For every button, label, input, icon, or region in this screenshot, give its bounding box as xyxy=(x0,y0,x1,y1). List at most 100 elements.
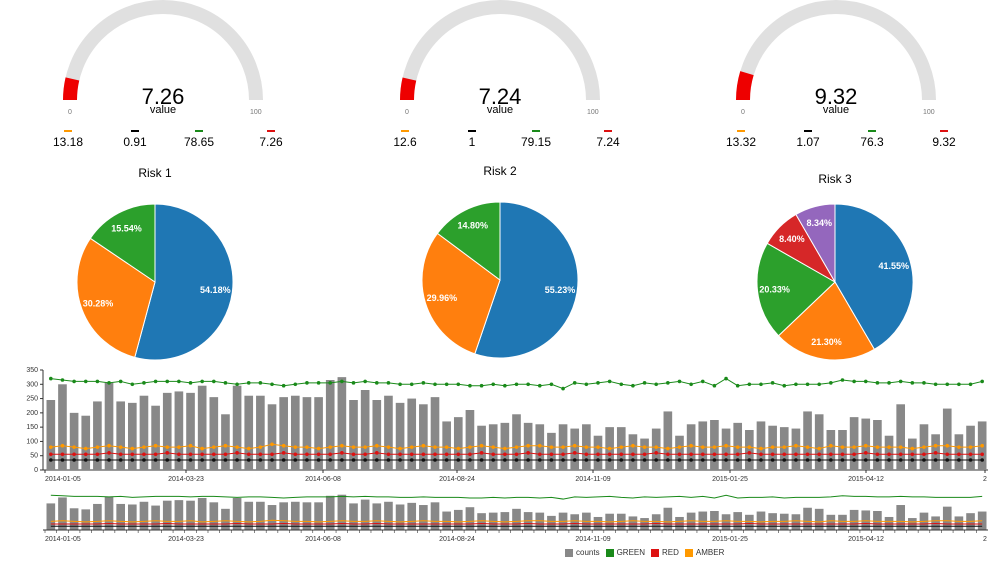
series-point[interactable] xyxy=(270,452,274,457)
series-point[interactable] xyxy=(130,382,135,387)
series-point[interactable] xyxy=(305,445,309,449)
series-point[interactable] xyxy=(840,445,845,449)
series-point[interactable] xyxy=(491,382,496,387)
series-point[interactable] xyxy=(619,458,624,462)
series-point[interactable] xyxy=(503,383,507,388)
series-point[interactable] xyxy=(374,458,379,462)
series-point[interactable] xyxy=(49,458,53,462)
series-point[interactable] xyxy=(642,452,647,457)
series-point[interactable] xyxy=(537,458,542,462)
series-point[interactable] xyxy=(875,452,880,457)
series-point[interactable] xyxy=(316,381,321,385)
series-point[interactable] xyxy=(468,452,472,457)
series-point[interactable] xyxy=(153,443,158,448)
series-point[interactable] xyxy=(840,452,845,457)
legend-item-amber[interactable]: AMBER xyxy=(684,548,724,557)
series-point[interactable] xyxy=(491,452,496,457)
series-point[interactable] xyxy=(223,458,228,462)
series-point[interactable] xyxy=(456,446,461,451)
series-point[interactable] xyxy=(840,378,845,382)
bar[interactable] xyxy=(221,414,230,470)
series-point[interactable] xyxy=(689,382,693,387)
series-point[interactable] xyxy=(270,382,274,387)
series-point[interactable] xyxy=(503,446,507,451)
series-point[interactable] xyxy=(270,442,274,447)
bar[interactable] xyxy=(803,411,812,470)
series-point[interactable] xyxy=(328,445,333,449)
series-point[interactable] xyxy=(654,382,659,387)
series-point[interactable] xyxy=(817,382,821,387)
bar[interactable] xyxy=(430,397,440,470)
series-point[interactable] xyxy=(386,381,391,385)
series-point[interactable] xyxy=(968,382,973,387)
series-point[interactable] xyxy=(49,376,53,381)
pie-slice[interactable] xyxy=(421,232,501,355)
series-point[interactable] xyxy=(177,445,181,449)
series-point[interactable] xyxy=(212,379,216,384)
series-point[interactable] xyxy=(503,452,507,457)
series-point[interactable] xyxy=(374,443,379,448)
series-point[interactable] xyxy=(642,445,647,449)
series-point[interactable] xyxy=(770,458,775,462)
series-point[interactable] xyxy=(805,382,810,387)
series-point[interactable] xyxy=(340,443,344,448)
series-point[interactable] xyxy=(840,458,845,462)
series-point[interactable] xyxy=(829,458,833,462)
series-point[interactable] xyxy=(433,382,437,387)
series-point[interactable] xyxy=(805,445,810,449)
series-point[interactable] xyxy=(537,383,542,388)
bar[interactable] xyxy=(791,428,801,470)
bar[interactable] xyxy=(477,425,486,470)
series-point[interactable] xyxy=(165,451,170,455)
series-point[interactable] xyxy=(922,381,926,385)
series-point[interactable] xyxy=(328,452,333,457)
series-point[interactable] xyxy=(293,445,298,449)
series-point[interactable] xyxy=(142,452,146,457)
series-point[interactable] xyxy=(759,382,763,387)
bar[interactable] xyxy=(197,385,207,470)
series-point[interactable] xyxy=(479,443,484,448)
bar[interactable] xyxy=(174,391,184,470)
series-point[interactable] xyxy=(619,452,624,457)
series-point[interactable] xyxy=(235,382,239,387)
bar[interactable] xyxy=(826,430,836,470)
series-point[interactable] xyxy=(316,452,321,457)
series-point[interactable] xyxy=(491,445,496,449)
pie-slice[interactable] xyxy=(795,203,836,284)
series-point[interactable] xyxy=(712,458,717,462)
series-point[interactable] xyxy=(572,458,577,462)
series-point[interactable] xyxy=(374,451,379,455)
series-point[interactable] xyxy=(107,381,111,385)
series-point[interactable] xyxy=(887,452,891,457)
series-point[interactable] xyxy=(805,452,810,457)
series-point[interactable] xyxy=(782,452,787,457)
bar[interactable] xyxy=(849,417,859,470)
series-point[interactable] xyxy=(596,445,600,449)
bar[interactable] xyxy=(651,428,661,470)
series-point[interactable] xyxy=(584,458,589,462)
bar[interactable] xyxy=(69,412,79,470)
bar[interactable] xyxy=(46,400,56,470)
bar[interactable] xyxy=(570,428,580,470)
bar[interactable] xyxy=(407,398,417,470)
series-point[interactable] xyxy=(107,443,111,448)
series-point[interactable] xyxy=(584,445,589,449)
series-point[interactable] xyxy=(223,381,228,385)
pie-slice[interactable] xyxy=(756,242,836,337)
series-point[interactable] xyxy=(700,458,705,462)
series-point[interactable] xyxy=(887,458,891,462)
series-point[interactable] xyxy=(468,458,472,462)
series-point[interactable] xyxy=(444,382,449,387)
bar[interactable] xyxy=(395,402,405,470)
series-point[interactable] xyxy=(153,379,158,384)
series-point[interactable] xyxy=(444,445,449,449)
series-point[interactable] xyxy=(200,458,204,462)
bar[interactable] xyxy=(745,430,754,470)
series-point[interactable] xyxy=(374,381,379,385)
series-point[interactable] xyxy=(293,458,298,462)
series-point[interactable] xyxy=(386,458,391,462)
series-point[interactable] xyxy=(305,381,309,385)
series-point[interactable] xyxy=(666,452,670,457)
bar[interactable] xyxy=(756,421,766,470)
series-point[interactable] xyxy=(968,445,973,449)
